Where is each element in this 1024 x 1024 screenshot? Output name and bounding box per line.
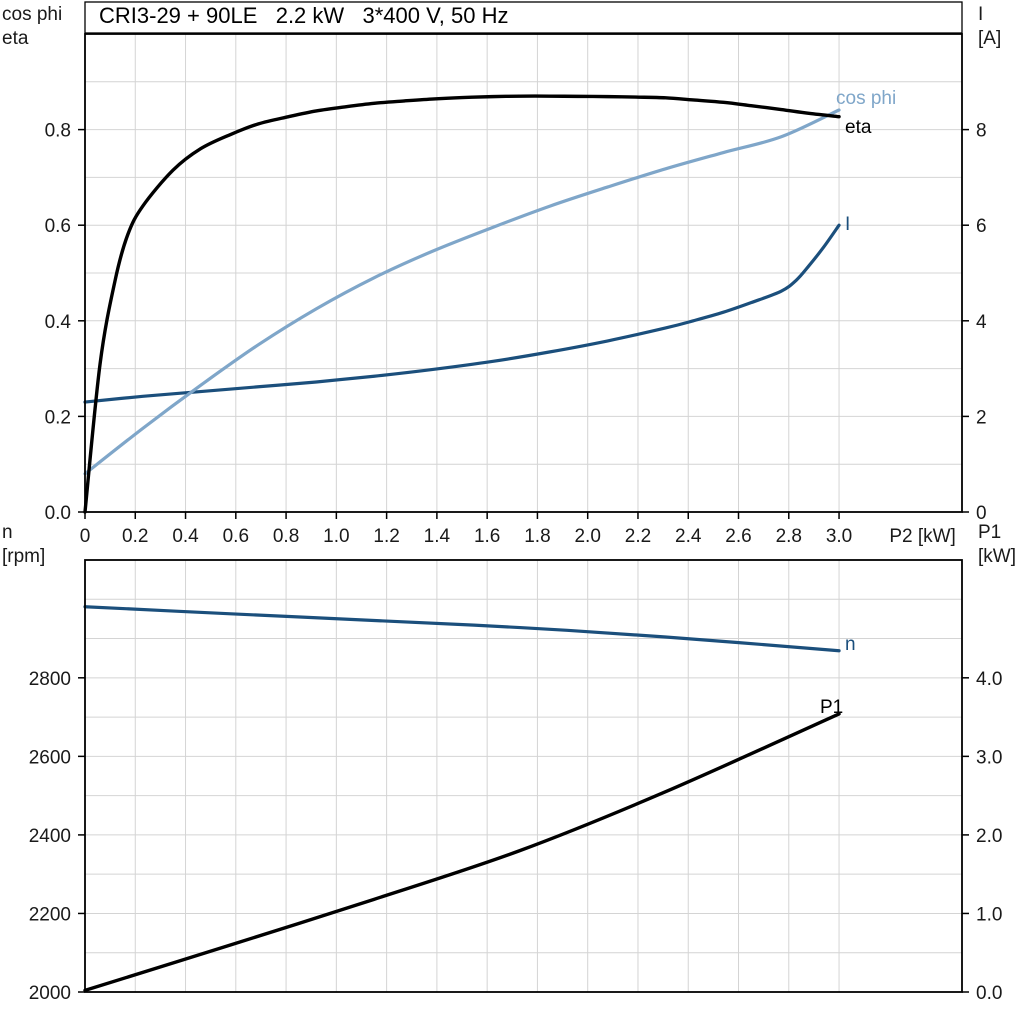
svg-text:2000: 2000: [29, 983, 71, 1004]
svg-text:0: 0: [976, 503, 987, 524]
svg-text:0.4: 0.4: [172, 526, 199, 547]
svg-text:2.6: 2.6: [725, 526, 751, 547]
svg-text:cos phi: cos phi: [836, 88, 896, 109]
svg-text:n: n: [845, 634, 856, 655]
svg-text:8: 8: [976, 121, 987, 142]
svg-text:2: 2: [976, 407, 987, 428]
svg-text:0.2: 0.2: [122, 526, 148, 547]
svg-text:0.8: 0.8: [45, 121, 71, 142]
svg-text:2800: 2800: [29, 669, 71, 690]
svg-text:4: 4: [976, 312, 987, 333]
svg-text:6: 6: [976, 216, 987, 237]
svg-text:0.6: 0.6: [45, 216, 71, 237]
svg-text:0.8: 0.8: [273, 526, 299, 547]
svg-text:1.8: 1.8: [524, 526, 550, 547]
svg-text:P2 [kW]: P2 [kW]: [889, 526, 956, 547]
svg-text:eta: eta: [845, 117, 872, 138]
svg-text:I: I: [845, 214, 850, 235]
svg-text:2.4: 2.4: [675, 526, 702, 547]
svg-text:2.0: 2.0: [976, 826, 1002, 847]
svg-text:0.0: 0.0: [45, 503, 71, 524]
svg-text:2.0: 2.0: [574, 526, 600, 547]
svg-text:1.0: 1.0: [976, 904, 1002, 925]
svg-text:0.0: 0.0: [976, 983, 1002, 1004]
svg-text:3.0: 3.0: [826, 526, 852, 547]
svg-text:[rpm]: [rpm]: [2, 546, 45, 567]
svg-text:3.0: 3.0: [976, 747, 1002, 768]
svg-text:0.2: 0.2: [45, 407, 71, 428]
svg-text:2600: 2600: [29, 747, 71, 768]
svg-text:[kW]: [kW]: [978, 546, 1016, 567]
svg-text:1.0: 1.0: [323, 526, 349, 547]
svg-text:CRI3-29 + 90LE 2.2 kW 3*40: CRI3-29 + 90LE 2.2 kW 3*400 V, 50 Hz: [99, 3, 508, 28]
svg-text:2.8: 2.8: [776, 526, 802, 547]
svg-text:P1: P1: [820, 697, 843, 718]
svg-text:eta: eta: [2, 28, 29, 49]
svg-text:0.6: 0.6: [223, 526, 249, 547]
svg-text:[A]: [A]: [978, 28, 1001, 49]
svg-text:1.6: 1.6: [474, 526, 500, 547]
svg-text:2200: 2200: [29, 904, 71, 925]
svg-text:1.2: 1.2: [373, 526, 399, 547]
svg-text:n: n: [2, 522, 13, 543]
svg-text:2.2: 2.2: [625, 526, 651, 547]
svg-text:P1: P1: [978, 522, 1001, 543]
svg-text:2400: 2400: [29, 826, 71, 847]
svg-text:0.4: 0.4: [45, 312, 72, 333]
svg-text:1.4: 1.4: [424, 526, 451, 547]
svg-text:4.0: 4.0: [976, 669, 1002, 690]
svg-text:I: I: [978, 4, 983, 25]
svg-text:0: 0: [80, 526, 91, 547]
svg-text:cos phi: cos phi: [2, 4, 62, 25]
